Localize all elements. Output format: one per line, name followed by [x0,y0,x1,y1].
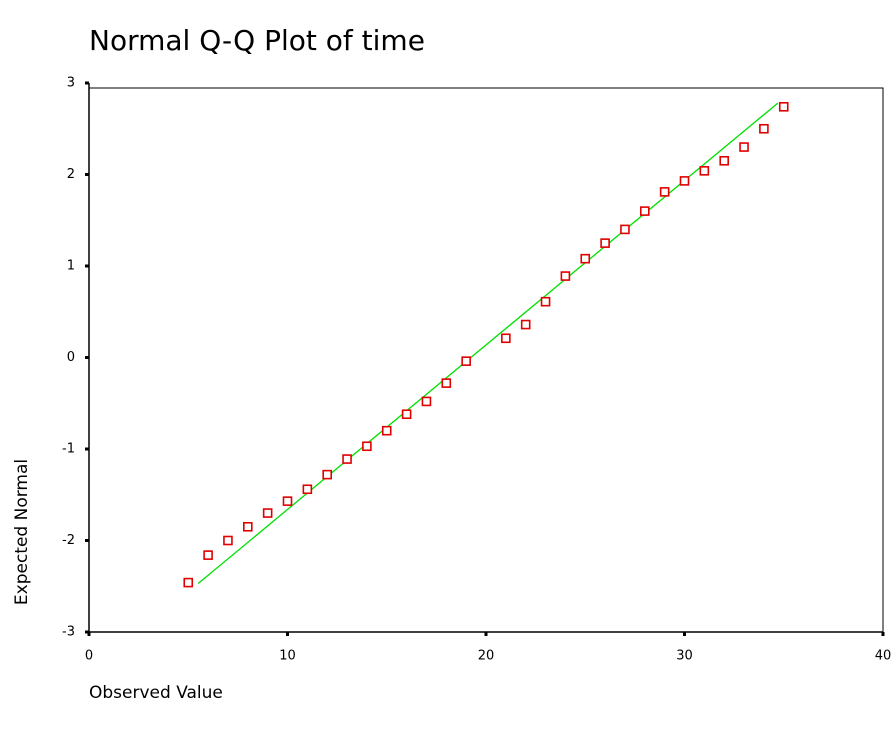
y-tick-label: 2 [67,167,75,182]
x-tick-label: 30 [676,649,693,664]
data-point [421,396,432,407]
x-tick-label: 20 [478,649,495,664]
data-point [580,253,591,264]
y-tick-label: -2 [62,533,75,548]
data-point [461,356,471,366]
data-point [342,454,352,464]
data-point [659,187,670,197]
x-tick-label: 40 [875,649,892,664]
data-point [322,469,333,480]
reference-line [197,102,779,585]
data-point [441,378,452,388]
data-point [282,496,293,506]
data-point [759,123,769,134]
data-point [639,206,650,216]
x-axis-label: Observed Value [89,683,223,703]
data-point [501,333,511,344]
data-point [540,296,551,307]
x-tick-label: 10 [279,649,296,664]
chart-title: Normal Q-Q Plot of time [89,24,425,57]
data-point [243,521,253,532]
data-point [183,577,194,588]
y-tick-label: 1 [67,259,75,274]
data-point [262,508,273,518]
data-point [778,101,789,112]
data-point [560,271,571,281]
y-tick-label: -1 [62,442,75,457]
data-point [302,484,313,495]
data-point [739,142,749,152]
data-point [719,155,730,166]
data-point [600,238,610,248]
data-point [620,224,630,235]
y-axis-label: Expected Normal [12,459,32,605]
y-tick-label: -3 [62,625,75,640]
data-point [203,550,213,560]
data-point [362,441,372,452]
x-tick-label: 0 [85,649,93,664]
data-point [699,166,710,176]
y-tick-label: 3 [67,76,75,91]
data-point [401,409,412,420]
y-tick-label: 0 [67,350,75,365]
data-point [520,319,531,330]
data-point [223,535,233,546]
data-point [679,176,690,186]
data-point [381,425,392,436]
